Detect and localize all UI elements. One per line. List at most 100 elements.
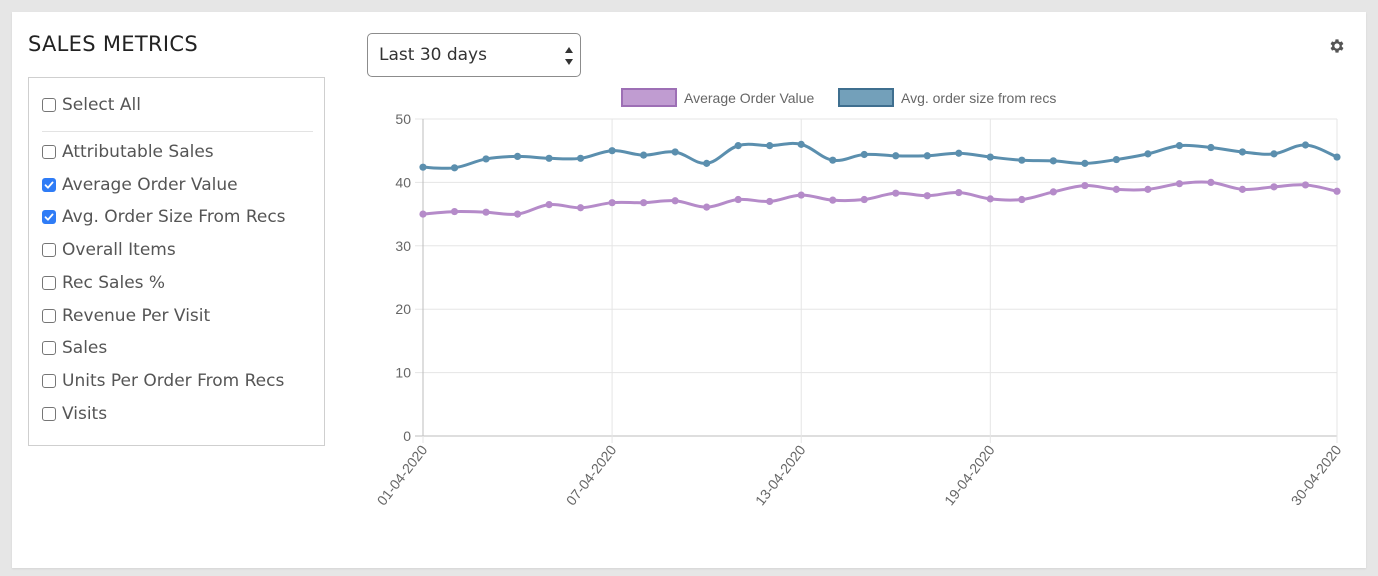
data-point [986,195,994,203]
data-point [1207,143,1215,152]
data-point [892,189,900,197]
data-point [576,154,585,162]
legend-swatch-1 [621,88,677,107]
data-point [1144,185,1152,193]
checkbox-checked-icon[interactable] [42,177,56,192]
data-point [1238,185,1247,193]
data-point [955,149,963,157]
x-tick-label: 19-04-2020 [941,442,998,508]
data-point [1238,148,1247,156]
data-point [829,156,837,164]
data-point [1270,183,1278,191]
date-range-select[interactable]: Last 30 days [367,33,581,77]
legend-swatch-2 [838,88,894,107]
select-all-checkbox[interactable]: Select All [42,94,141,116]
data-point [1333,187,1341,195]
data-point [482,155,490,163]
data-point [1301,181,1310,189]
checkbox-icon[interactable] [42,308,56,323]
data-point [1175,180,1184,188]
data-point [419,163,427,171]
data-point [1081,159,1089,167]
data-point [419,210,427,218]
checkbox-icon[interactable] [42,243,56,258]
data-point [1333,153,1341,161]
metric-checkbox-sales[interactable]: Sales [42,337,107,359]
data-point [545,154,553,162]
data-point [671,197,679,205]
x-tick-label: 01-04-2020 [374,442,431,508]
data-point [1018,156,1026,164]
data-point [1112,185,1120,193]
metric-label: Attributable Sales [62,142,214,162]
y-tick-label: 0 [403,428,411,444]
checkbox-icon[interactable] [42,275,56,290]
data-point [703,203,711,211]
metric-checkbox-attributable-sales[interactable]: Attributable Sales [42,141,214,163]
sales-metrics-card [12,12,1366,568]
metric-label: Average Order Value [62,174,238,195]
data-point [640,151,648,159]
metrics-checkbox-list: Select All Attributable Sales Average Ord… [28,77,325,446]
divider [42,131,313,132]
y-tick-label: 10 [395,365,411,381]
metric-checkbox-avg-order-size-from-recs[interactable]: Avg. Order Size From Recs [42,206,286,228]
data-point [703,159,711,167]
select-arrows-icon [565,47,573,65]
checkbox-icon[interactable] [42,98,56,112]
data-point [955,188,963,197]
data-point [608,147,616,155]
data-point [797,191,805,199]
metric-checkbox-average-order-value[interactable]: Average Order Value [42,174,238,196]
data-point [482,208,490,216]
legend-label-2: Avg. order size from recs [901,90,1056,106]
data-point [1049,157,1057,165]
x-tick-label: 30-04-2020 [1288,442,1345,508]
data-point [923,152,931,160]
data-point [860,195,868,204]
metric-checkbox-visits[interactable]: Visits [42,403,107,425]
data-point [450,164,459,172]
select-all-label: Select All [62,95,141,115]
panel-title: SALES METRICS [28,32,198,56]
data-point [1081,181,1089,190]
checkbox-icon[interactable] [42,341,56,356]
x-tick-label: 07-04-2020 [563,442,620,508]
data-point [766,197,774,206]
y-tick-label: 50 [395,111,411,127]
metric-checkbox-rec-sales[interactable]: Rec Sales % [42,272,165,294]
data-point [1018,195,1026,204]
checkbox-checked-icon[interactable] [42,210,56,225]
data-point [892,152,900,160]
checkbox-icon[interactable] [42,373,56,388]
data-point [829,196,837,204]
gear-icon[interactable] [1328,37,1346,55]
metric-checkbox-units-per-order-from-recs[interactable]: Units Per Order From Recs [42,370,284,392]
legend-label-1: Average Order Value [684,90,814,106]
metric-checkbox-revenue-per-visit[interactable]: Revenue Per Visit [42,305,210,327]
data-point [1112,155,1120,164]
data-point [923,192,931,200]
data-point [640,199,648,207]
data-point [1207,178,1215,186]
data-point [734,195,742,204]
series-line-1 [422,180,1338,216]
data-point [1301,141,1310,149]
metric-label: Sales [62,338,108,359]
data-point [545,200,553,209]
metric-checkbox-overall-items[interactable]: Overall Items [42,239,176,261]
data-point [1049,188,1057,196]
data-point [797,140,805,148]
data-point [450,207,459,216]
metric-label: Revenue Per Visit [62,305,211,326]
data-point [986,153,994,161]
series-line-2 [422,141,1338,170]
metric-label: Units Per Order From Recs [62,370,285,391]
data-point [860,150,868,159]
metric-label: Overall Items [62,240,176,261]
checkbox-icon[interactable] [42,145,56,159]
metric-label: Rec Sales % [62,272,166,293]
checkbox-icon[interactable] [42,406,56,421]
data-point [1175,142,1184,150]
x-tick-label: 13-04-2020 [752,442,809,508]
